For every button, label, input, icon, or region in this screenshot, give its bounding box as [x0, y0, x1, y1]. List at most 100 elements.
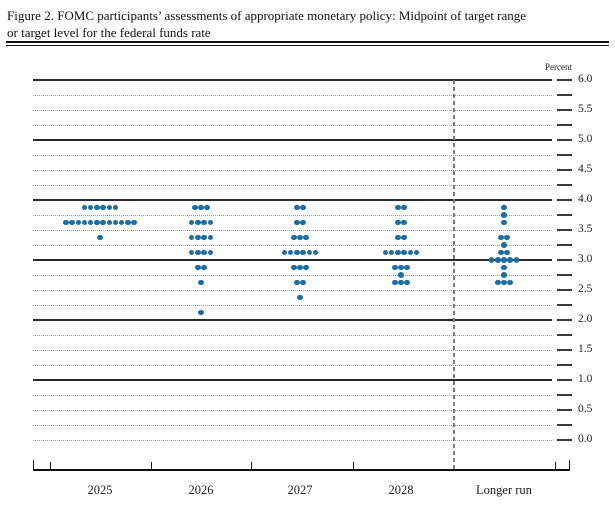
gridline-dotted [33, 229, 552, 231]
y-axis-tick [557, 154, 572, 156]
y-axis-label: 4.0 [578, 193, 593, 205]
projection-dot [112, 219, 119, 226]
projection-dot [488, 257, 495, 263]
y-axis-tick [557, 229, 572, 231]
gridline-dotted [33, 334, 552, 336]
projection-dot [94, 219, 100, 226]
y-axis-tick [557, 94, 572, 96]
y-axis-tick [557, 169, 572, 171]
x-axis-tick [353, 462, 355, 469]
y-axis-tick [557, 439, 572, 441]
x-axis-label: 2025 [87, 483, 113, 497]
gridline-dotted [33, 169, 552, 171]
y-axis-label: 1.0 [578, 373, 593, 385]
gridline-dotted [33, 409, 552, 411]
gridline-solid [33, 199, 552, 201]
projection-dot [204, 204, 210, 211]
projection-dot [498, 249, 504, 256]
projection-dot [395, 234, 401, 241]
projection-dot [312, 249, 319, 256]
gridline-dotted [33, 244, 552, 246]
gridline-dotted [33, 184, 552, 186]
x-axis-tick [50, 462, 52, 469]
gridline-dotted [33, 424, 552, 426]
projection-dot [207, 249, 214, 256]
projection-dot [404, 264, 410, 271]
projection-dot [395, 249, 401, 256]
y-axis-tick [557, 199, 572, 201]
y-axis-label: 2.5 [578, 283, 593, 295]
y-axis-label: 1.5 [578, 343, 593, 355]
projection-dot [131, 219, 137, 226]
y-axis-tick [557, 289, 572, 291]
gridline-dotted [33, 154, 552, 156]
y-axis-tick [557, 274, 572, 276]
x-axis-label: 2027 [287, 483, 313, 497]
projection-dot [398, 279, 404, 286]
gridline-dotted [33, 439, 552, 441]
projection-dot [297, 234, 303, 241]
gridline-dotted [33, 124, 552, 126]
y-axis-tick [557, 409, 572, 411]
projection-dot [306, 249, 313, 256]
projection-dot [297, 294, 303, 301]
projection-dot [291, 264, 297, 271]
y-axis-tick [557, 184, 572, 186]
projection-dot [195, 219, 201, 226]
y-axis-tick [557, 214, 572, 216]
projection-dot [294, 219, 300, 226]
projection-dot [201, 264, 207, 271]
x-axis-end-tick [569, 460, 571, 469]
y-axis-tick [557, 259, 572, 261]
projection-dot [201, 234, 207, 241]
projection-dot [507, 257, 513, 263]
projection-dot [495, 279, 501, 286]
x-axis [33, 469, 570, 471]
y-axis-label: 4.5 [578, 163, 593, 175]
projection-dot [100, 204, 106, 211]
gridline-solid [33, 139, 552, 141]
projection-dot [106, 204, 113, 211]
figure-title-line-1: Figure 2. FOMC participants’ assessments… [7, 8, 527, 23]
projection-dot [501, 257, 507, 263]
x-axis-tick [555, 462, 557, 469]
y-axis-tick [557, 334, 572, 336]
x-axis-tick [151, 462, 153, 469]
projection-dot [395, 219, 401, 226]
gridline-dotted [33, 289, 552, 291]
projection-dot [303, 234, 309, 241]
projection-dot [401, 204, 407, 211]
title-rule-top [6, 41, 609, 43]
title-rule-bottom [6, 44, 609, 46]
projection-dot [188, 249, 195, 256]
projection-dot [192, 204, 198, 211]
gridline-dotted [33, 214, 552, 216]
projection-dot [501, 212, 507, 218]
projection-dot [504, 249, 510, 256]
projection-dot [198, 204, 204, 211]
gridline-dotted [33, 394, 552, 396]
projection-dot [201, 219, 207, 226]
y-axis-label: 5.5 [578, 103, 593, 115]
projection-dot [501, 264, 507, 271]
projection-dot [188, 234, 195, 241]
projection-dot [207, 219, 214, 226]
y-axis-tick [557, 379, 572, 381]
projection-dot [382, 249, 389, 256]
projection-dot [97, 234, 103, 241]
projection-dot [106, 219, 113, 226]
projection-dot [401, 219, 407, 226]
projection-dot [294, 279, 300, 286]
y-axis-tick [557, 424, 572, 426]
projection-dot [87, 219, 94, 226]
longer-run-separator [453, 80, 455, 469]
y-axis-label: 2.0 [578, 313, 593, 325]
projection-dot [392, 279, 398, 286]
projection-dot [495, 257, 501, 263]
projection-dot [294, 249, 300, 256]
figure-title-line-2: or target level for the federal funds ra… [7, 25, 211, 40]
projection-dot [507, 279, 513, 286]
projection-dot [501, 242, 507, 248]
gridline-dotted [33, 364, 552, 366]
